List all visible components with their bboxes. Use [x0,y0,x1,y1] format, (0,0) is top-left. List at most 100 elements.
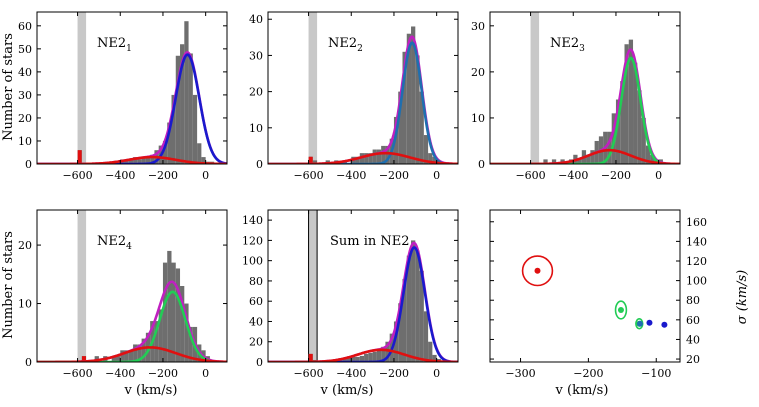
histogram-bar [180,44,185,164]
panel-label: NE21 [97,36,132,54]
x-tick-label: −400 [336,367,366,380]
y-tick-label: 30 [18,89,32,102]
x-tick-label: 0 [433,367,440,380]
x-tick-label: −200 [573,367,603,380]
histogram-bar [376,149,382,164]
histogram-bar [167,250,172,362]
histogram-bar [111,356,116,362]
y-tick-label: 80 [686,294,700,307]
histogram-bar [188,53,193,164]
histogram-bar [376,348,382,362]
y-tick-label: 10 [18,135,32,148]
plot-area [521,255,668,330]
narrow-component-curve [37,53,227,164]
rejected-star-bar [81,356,86,362]
x-tick-label: −400 [336,169,366,182]
panel-ne2-4: NE24 −600 −400 −200 0 0 10 20 [18,209,228,380]
plot-area [37,210,227,362]
histogram-bar [141,157,146,164]
plot-area [490,12,680,164]
total-fit-curve [268,35,458,164]
histogram-bar [624,44,629,164]
excluded-velocity-band [530,12,540,164]
histogram-bar [175,268,181,362]
histogram-bar [312,160,318,164]
panel-sigma-vs-v: −300 −200 −100 20 40 60 80 100 120 140 160 [489,209,707,380]
y-tick-label: 0 [25,356,32,369]
y-tick-label: 40 [18,66,32,79]
axes-frame [267,11,459,165]
histogram-bar [419,270,424,362]
histogram-bar [124,159,129,164]
histogram-bar [184,21,189,164]
histogram-bar [406,255,412,362]
excluded-velocity-band [77,210,87,362]
histogram-bar [586,154,591,164]
y-tick-label: 20 [18,239,32,252]
histogram-bar [385,341,390,362]
x-tick-label: −600 [62,367,92,380]
histogram-bar [398,303,403,362]
y-tick-label: 0 [478,158,485,171]
panel-ne2-1: NE21 −600 −400 −200 0 0 10 20 30 40 50 60 [18,11,228,182]
y-tick-label: 20 [18,112,32,125]
histogram-bar [372,351,377,362]
y-tick-label: 10 [471,112,485,125]
x-axis-label-p4: v (km/s) [124,383,178,398]
histogram-bar [342,358,347,362]
error-ellipse [614,300,628,320]
y-tick-label: 40 [249,315,263,328]
y-tick-label: 140 [242,214,263,227]
y-tick-label: 60 [18,20,32,33]
y-tick-label: 60 [249,295,263,308]
data-point [646,319,653,326]
histogram-bar [633,62,638,164]
x-tick-label: −300 [505,367,535,380]
y-tick-label: 0 [25,158,32,171]
histogram-bar [150,154,155,164]
panel-ne2-3: NE23 −600 −400 −200 0 0 10 20 30 [471,11,681,182]
histogram-bar [192,94,198,164]
x-tick-label: −200 [148,367,178,380]
broad-component-curve [490,148,680,164]
x-tick-label: −200 [379,367,409,380]
data-point [636,320,643,327]
excluded-velocity-band [308,12,318,164]
histogram-bar [188,326,193,362]
histogram-bar [381,346,386,362]
axes-frame [36,11,228,165]
histogram-bar [171,94,176,164]
histogram-bar [411,240,416,362]
histogram-bar [641,117,646,164]
y-tick-label: 60 [686,314,700,327]
y-tick-label: 100 [686,275,707,288]
y-tick-label: 40 [249,13,263,26]
histogram-bar [402,278,407,362]
panel-sum-ne2: Sum in NE2 −600 −400 −200 0 0 20 40 60 80 100 120 14… [242,209,459,380]
histogram-bar [398,91,403,164]
y-tick-label: 20 [686,353,700,366]
histogram-bar [180,286,185,362]
histogram-bar [158,309,163,362]
panel-label: NE24 [97,234,132,252]
histogram-bar [368,352,373,362]
total-fit-curve [490,48,680,164]
histogram-bar [355,156,360,164]
rejected-star-bar [77,150,82,164]
histogram-bar [175,55,181,164]
rejected-star-bar [308,156,313,164]
histogram-bar [351,356,356,362]
histogram-bar [171,262,176,362]
histogram-bar [406,33,412,164]
x-tick-label: 0 [202,367,209,380]
histogram-bar [543,159,548,164]
histogram-bar [393,321,399,362]
data-point [661,321,668,328]
axes-frame [267,209,459,363]
narrow-component-curve [490,56,680,164]
histogram-bar [364,353,369,362]
narrow-component-curve [268,246,458,362]
panel-label: NE23 [550,36,585,54]
histogram-bar [637,90,642,164]
histogram-bar [402,51,407,164]
